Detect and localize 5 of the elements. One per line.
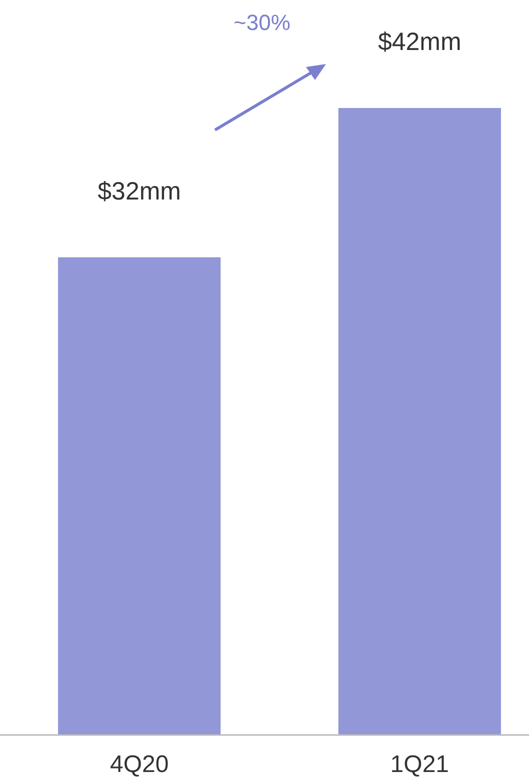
text: ~30%: [234, 10, 290, 35]
x-tick-label: 4Q20: [110, 751, 169, 778]
data-label: $32mm: [98, 177, 182, 206]
x-tick-label: 1Q21: [390, 751, 450, 778]
data-label: $42mm: [378, 28, 462, 56]
